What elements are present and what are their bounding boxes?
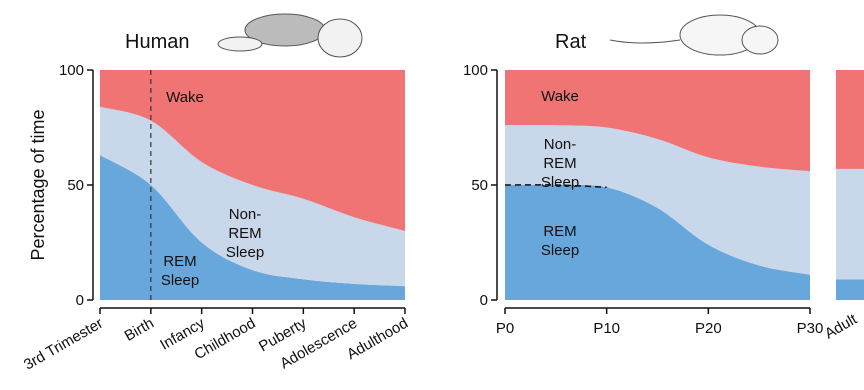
area	[100, 155, 405, 300]
x-tick-label: P10	[593, 320, 620, 337]
x-tick-label: 3rd Trimester	[21, 315, 106, 374]
panel-title: Rat	[555, 31, 587, 53]
x-tick-label: P30	[797, 320, 824, 337]
series-label: Non-REM Sleep	[540, 136, 580, 191]
area	[505, 184, 810, 300]
baby-illustration	[217, 13, 363, 58]
bar-segment	[836, 279, 864, 300]
y-tick-label: 0	[76, 292, 84, 309]
panel-title: Human	[125, 31, 189, 53]
series-label: Wake	[541, 88, 579, 105]
series-label: REM Sleep	[160, 253, 200, 289]
x-tick-label: P0	[496, 320, 514, 337]
y-tick-label: 100	[59, 62, 84, 79]
series-label: Wake	[166, 89, 204, 106]
y-tick-label: 100	[463, 62, 488, 79]
x-tick-label: Birth	[122, 315, 157, 345]
series-label: REM Sleep	[540, 223, 580, 259]
bar-segment	[836, 168, 864, 280]
y-tick-label: 50	[67, 177, 84, 194]
area	[100, 70, 405, 231]
series-label: Non-REM Sleep	[225, 206, 265, 261]
bar-segment	[836, 70, 864, 169]
y-tick-label: 50	[471, 177, 488, 194]
area	[505, 125, 810, 275]
area	[505, 70, 810, 172]
rat-illustration	[609, 14, 779, 56]
y-tick-label: 0	[480, 292, 488, 309]
x-tick-label: Adult	[822, 310, 861, 342]
area	[100, 106, 405, 287]
y-axis-label: Percentage of time	[28, 109, 48, 260]
x-tick-label: P20	[695, 320, 722, 337]
rem-boundary-dash	[504, 184, 607, 189]
